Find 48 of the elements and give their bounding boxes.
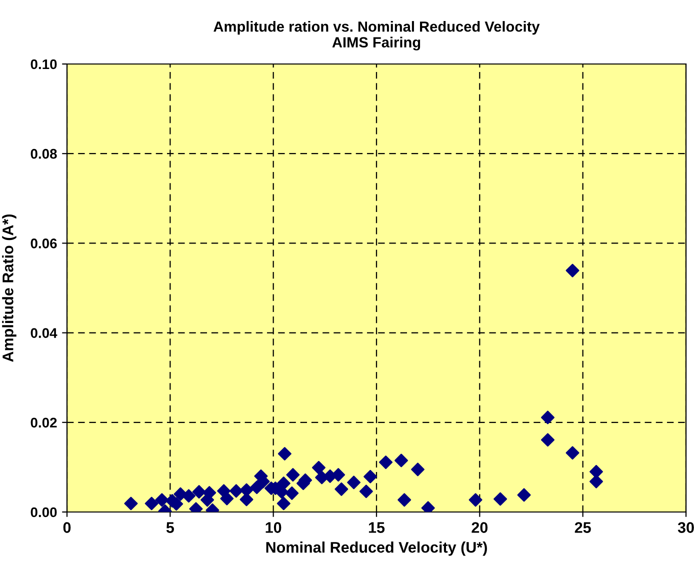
- point: [124, 496, 138, 510]
- point: [312, 460, 326, 474]
- point: [541, 433, 555, 447]
- point: [398, 493, 412, 507]
- y-tick-label: 0.06: [30, 238, 57, 248]
- y-tick-label: 0.08: [30, 148, 57, 159]
- point: [240, 492, 254, 506]
- point: [332, 468, 346, 482]
- point: [192, 485, 206, 499]
- point: [468, 493, 482, 507]
- y-tick-label: 0.04: [30, 328, 58, 338]
- point: [200, 493, 214, 507]
- x-axis-title: Nominal Reduced Velocity (U*): [266, 542, 487, 556]
- point: [379, 456, 393, 470]
- chart-title: Amplitude ration vs. Nominal Reduced Velocity AIMS Fairing: [214, 21, 540, 50]
- y-tick-label: 0.00: [30, 507, 57, 518]
- x-tick-label: 15: [368, 522, 385, 533]
- x-tick-label: 0: [63, 522, 71, 533]
- x-tick-label: 5: [166, 522, 174, 533]
- x-tick-label: 30: [678, 522, 694, 533]
- y-tick-label: 0.02: [30, 418, 57, 428]
- point: [394, 454, 408, 468]
- point: [494, 492, 508, 506]
- y-tick-label: 0.10: [30, 59, 57, 70]
- point: [182, 489, 196, 503]
- point: [566, 446, 580, 460]
- point: [276, 496, 290, 510]
- y-axis-title: Amplitude Ratio (A*): [2, 214, 16, 362]
- point: [285, 486, 299, 500]
- point: [364, 470, 378, 484]
- point: [589, 464, 603, 478]
- point: [229, 484, 243, 498]
- point: [566, 264, 580, 278]
- point: [347, 476, 361, 490]
- point: [155, 493, 169, 507]
- point: [541, 410, 555, 424]
- point: [359, 484, 373, 498]
- point: [589, 474, 603, 488]
- point: [220, 492, 234, 506]
- point: [144, 496, 158, 510]
- x-tick-label: 25: [574, 522, 591, 533]
- x-tick-label: 20: [472, 522, 488, 533]
- point: [286, 468, 300, 482]
- x-tick-label: 10: [266, 522, 282, 533]
- point: [334, 482, 348, 496]
- point: [411, 462, 425, 476]
- point: [278, 447, 292, 461]
- point: [517, 488, 531, 502]
